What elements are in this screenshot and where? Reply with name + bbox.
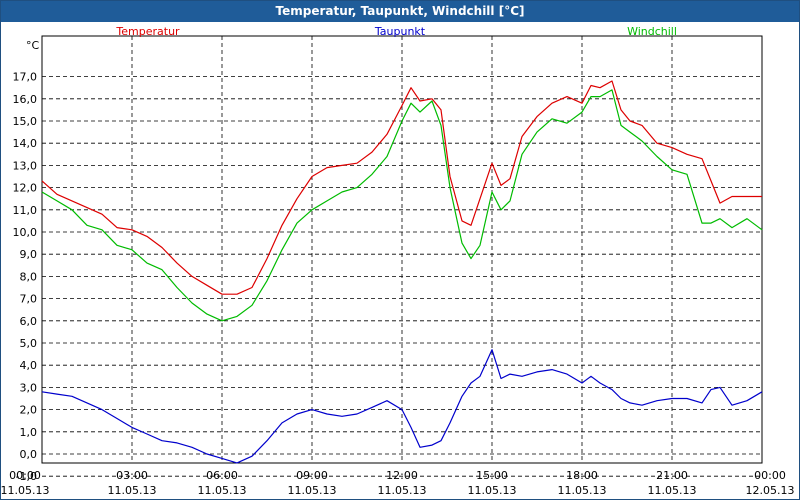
x-tick-time: 09:00: [296, 469, 328, 482]
x-tick-time: 06:00: [206, 469, 238, 482]
y-tick-label: 14,0: [13, 137, 38, 150]
x-tick-date: 11.05.13: [108, 484, 157, 497]
y-tick-label: 12,0: [13, 182, 38, 195]
y-tick-label: 10,0: [13, 226, 38, 239]
y-tick-label: 5,0: [20, 337, 38, 350]
x-tick-time: 12:00: [386, 469, 418, 482]
series-line-taupunkt: [41, 349, 763, 464]
series-line-windchill: [41, 89, 763, 322]
y-tick-label: 16,0: [13, 93, 38, 106]
y-tick-label: 0,0: [20, 448, 38, 461]
x-tick-date: 11.05.13: [468, 484, 517, 497]
y-axis-unit: °C: [26, 39, 40, 52]
y-tick-label: 3,0: [20, 381, 38, 394]
x-tick-date: 11.05.13: [198, 484, 247, 497]
x-tick-date: 12.05.13: [746, 484, 795, 497]
x-tick-time: 15:00: [476, 469, 508, 482]
y-tick-label: -1,0: [16, 470, 37, 483]
y-tick-label: 9,0: [20, 248, 38, 261]
chart-title: Temperatur, Taupunkt, Windchill [°C]: [1, 1, 799, 22]
y-tick-label: 6,0: [20, 315, 38, 328]
x-tick-date: 11.05.13: [648, 484, 697, 497]
y-tick-label: 15,0: [13, 115, 38, 128]
x-tick-time: 00:00: [754, 469, 786, 482]
series-line-temperatur: [41, 80, 762, 295]
y-tick-label: 11,0: [13, 204, 38, 217]
legend-taupunkt: Taupunkt: [374, 25, 426, 38]
y-tick-label: 17,0: [13, 71, 38, 84]
x-tick-date: 11.05.13: [558, 484, 607, 497]
y-tick-label: 13,0: [13, 159, 38, 172]
x-tick-date: 11.05.13: [288, 484, 337, 497]
legend-windchill: Windchill: [627, 25, 677, 38]
y-tick-label: 4,0: [20, 359, 38, 372]
x-tick-date: 11.05.13: [1, 484, 50, 497]
x-tick-time: 00:00: [9, 469, 41, 482]
x-tick-time: 21:00: [656, 469, 688, 482]
y-tick-label: 2,0: [20, 404, 38, 417]
y-tick-label: 1,0: [20, 426, 38, 439]
x-tick-date: 11.05.13: [378, 484, 427, 497]
x-tick-time: 18:00: [566, 469, 598, 482]
x-tick-time: 03:00: [116, 469, 148, 482]
legend-temperatur: Temperatur: [115, 25, 180, 38]
y-tick-label: 8,0: [20, 270, 38, 283]
y-tick-label: 7,0: [20, 293, 38, 306]
